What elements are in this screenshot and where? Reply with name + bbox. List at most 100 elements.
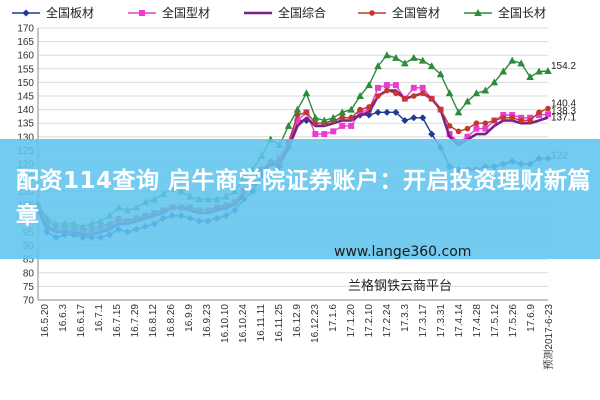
triangle-marker: [454, 108, 463, 116]
y-tick-label: 145: [17, 92, 34, 103]
x-tick-label: 16.6.17: [76, 304, 87, 338]
triangle-marker: [474, 9, 482, 16]
circle-marker: [536, 109, 542, 116]
legend-label: 全国综合: [278, 5, 326, 20]
triangle-marker: [374, 62, 382, 70]
x-tick-label: 16.8.12: [148, 304, 159, 338]
y-tick-label: 165: [17, 37, 34, 48]
triangle-marker: [311, 113, 320, 121]
chart-legend: 全国板材 全国型材 全国综合 全国管材 全国长材: [12, 5, 546, 20]
triangle-marker: [436, 70, 445, 78]
x-tick-label: 16.7.1: [94, 304, 105, 332]
circle-marker: [303, 109, 310, 116]
y-tick-label: 150: [17, 78, 34, 89]
x-tick-label: 17.3.17: [418, 304, 429, 338]
y-tick-label: 130: [17, 132, 34, 143]
triangle-marker: [508, 56, 517, 64]
x-tick-label: 17.5.26: [508, 304, 519, 338]
square-marker: [473, 125, 480, 132]
square-marker: [392, 82, 399, 89]
circle-marker: [509, 114, 516, 121]
x-tick-label: 17.2.10: [364, 304, 375, 338]
circle-marker: [410, 93, 417, 99]
triangle-marker: [481, 86, 490, 94]
overlay-banner: [0, 139, 600, 259]
legend-item: 全国管材: [358, 5, 440, 20]
square-marker: [330, 128, 337, 135]
circle-marker: [518, 117, 524, 124]
x-tick-label: 16.9.9: [184, 304, 195, 332]
triangle-marker: [445, 89, 454, 97]
legend-label: 全国长材: [498, 5, 546, 20]
diamond-marker: [22, 9, 30, 17]
triangle-marker: [302, 89, 311, 97]
square-marker: [545, 111, 551, 118]
circle-marker: [312, 120, 319, 126]
triangle-marker: [401, 59, 409, 67]
x-tick-label: 16.12.9: [292, 304, 303, 338]
x-tick-label: 16.6.3: [58, 304, 69, 332]
x-tick-label: 17.6.9: [526, 304, 537, 332]
legend-item: 全国板材: [12, 5, 94, 20]
diamond-marker: [419, 114, 427, 122]
x-tick-label: 16.10.24: [238, 304, 249, 343]
circle-marker: [294, 112, 301, 118]
x-tick-label: 预测2017-6-23: [542, 304, 555, 370]
diamond-marker: [383, 108, 391, 116]
circle-marker: [366, 104, 372, 110]
x-tick-label: 16.11.11: [256, 304, 267, 342]
triangle-marker: [472, 89, 481, 97]
y-tick-label: 70: [23, 296, 35, 307]
x-tick-label: 16.8.26: [166, 304, 177, 338]
y-tick-label: 170: [17, 24, 34, 35]
x-tick-label: 16.11.25: [274, 304, 285, 343]
square-marker: [339, 122, 346, 129]
end-label: 154.2: [551, 61, 576, 72]
triangle-marker: [347, 105, 355, 113]
triangle-marker: [338, 108, 347, 116]
square-marker: [321, 131, 328, 138]
x-tick-label: 17.3.31: [436, 304, 447, 338]
legend-label: 全国板材: [46, 5, 94, 20]
watermark-url: www.lange360.com: [334, 244, 472, 260]
diamond-marker: [410, 114, 418, 122]
circle-marker: [446, 123, 453, 129]
triangle-marker: [293, 105, 302, 113]
y-tick-label: 85: [23, 255, 35, 266]
x-tick-label: 16.7.29: [130, 304, 141, 338]
triangle-marker: [418, 56, 427, 64]
circle-marker: [357, 106, 363, 113]
circle-marker: [339, 114, 346, 121]
end-label: 140.4: [551, 99, 576, 110]
diamond-marker: [428, 130, 436, 138]
circle-marker: [375, 93, 381, 99]
legend-item: 全国型材: [128, 5, 210, 20]
y-tick-label: 140: [17, 105, 34, 116]
x-tick-label: 17.4.14: [454, 304, 465, 338]
x-tick-label: 17.3.3: [400, 304, 411, 332]
square-marker: [348, 122, 355, 129]
x-tick-label: 16.9.23: [202, 304, 213, 338]
triangle-marker: [320, 116, 329, 124]
x-tick-label: 17.4.28: [472, 304, 483, 338]
diamond-marker: [392, 108, 400, 116]
circle-marker: [491, 117, 498, 124]
x-tick-label: 16.12.23: [310, 304, 321, 343]
y-tick-label: 75: [23, 282, 35, 293]
circle-marker: [402, 95, 408, 102]
y-tick-label: 135: [17, 119, 34, 130]
circle-marker: [527, 117, 533, 124]
circle-marker: [464, 125, 471, 132]
square-marker: [375, 84, 381, 91]
square-marker: [294, 117, 301, 124]
end-label: 138.3: [551, 106, 576, 117]
triangle-marker: [284, 121, 293, 129]
x-tick-label: 17.2.24: [382, 304, 393, 338]
circle-marker: [428, 95, 435, 102]
legend-item: 全国长材: [464, 5, 546, 20]
x-tick-label: 17.1.20: [346, 304, 357, 338]
x-tick-label: 16.7.15: [112, 304, 123, 338]
triangle-marker: [544, 66, 552, 74]
circle-marker: [419, 90, 426, 97]
overlay-banner-text: 配资114查询 启牛商学院证券账户：开启投资理财新篇章: [16, 168, 592, 229]
